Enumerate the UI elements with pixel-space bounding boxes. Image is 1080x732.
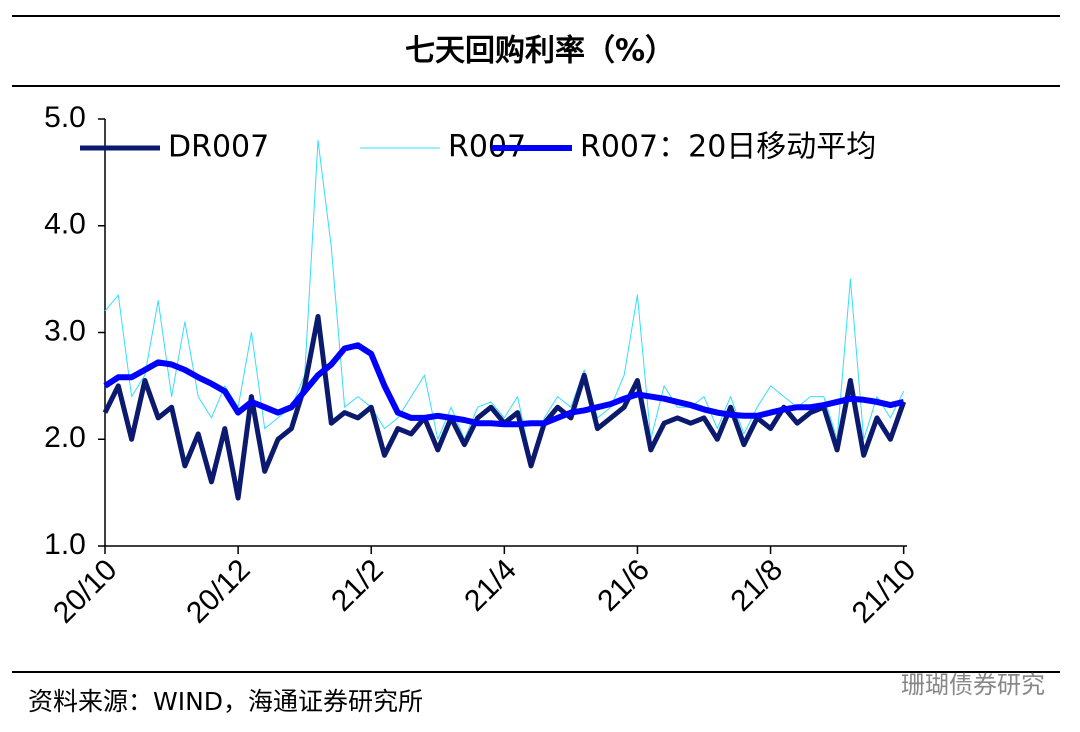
x-tick-label: 21/4 xyxy=(458,553,523,618)
series-line xyxy=(104,139,905,462)
x-tick-label: 20/10 xyxy=(47,553,123,629)
legend-label: DR007 xyxy=(168,130,269,165)
y-tick-label: 1.0 xyxy=(44,528,86,561)
watermark: 珊瑚债券研究 xyxy=(901,671,1045,699)
y-tick-label: 5.0 xyxy=(44,101,86,134)
x-tick-label: 21/2 xyxy=(325,553,390,618)
y-tick-label: 4.0 xyxy=(44,208,86,241)
chart-title: 七天回购利率（%） xyxy=(405,34,675,69)
x-tick-label: 21/8 xyxy=(724,553,789,618)
series-line xyxy=(103,342,905,428)
x-tick-label: 20/12 xyxy=(180,553,256,629)
source: 资料来源：WIND，海通证券研究所 xyxy=(28,687,423,716)
y-tick-label: 3.0 xyxy=(44,314,86,347)
x-tick-label: 21/6 xyxy=(591,553,656,618)
y-tick-label: 2.0 xyxy=(44,421,86,454)
x-tick-label: 21/10 xyxy=(846,553,922,629)
legend-label: R007：20日移动平均 xyxy=(580,130,876,165)
